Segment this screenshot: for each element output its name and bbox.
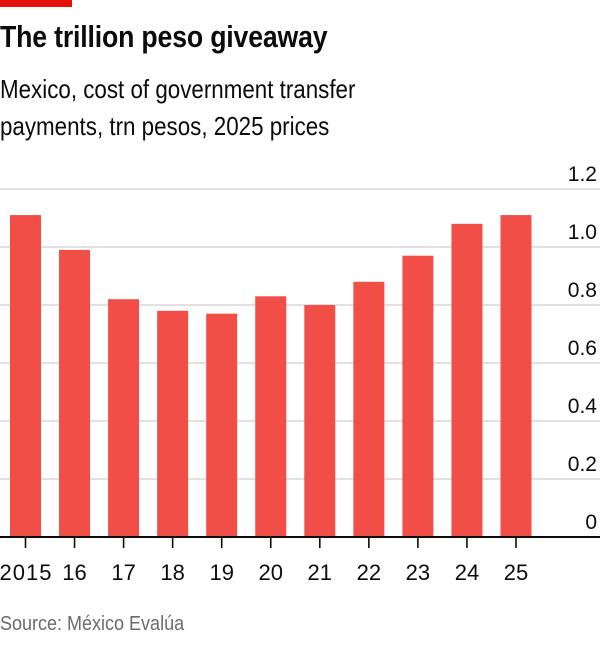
bar-22: [353, 281, 385, 537]
y-tick-label: 0.8: [568, 279, 597, 302]
y-tick-label: 0: [585, 511, 597, 534]
chart-title: The trillion peso giveaway: [0, 19, 328, 54]
x-tick-label: 23: [406, 560, 430, 585]
x-tick-label: 19: [209, 560, 233, 585]
x-tick-label: 18: [160, 560, 184, 585]
gridlines: [0, 188, 600, 480]
bar-19: [206, 313, 238, 537]
x-tick-label: 20: [259, 560, 283, 585]
bar-25: [500, 215, 532, 537]
bar-23: [402, 255, 434, 537]
subtitle-line-2: payments, trn pesos, 2025 prices: [0, 111, 330, 141]
y-tick-label: 0.6: [568, 337, 597, 360]
source-note: Source: México Evalúa: [0, 613, 185, 635]
x-axis: 2015 16 17 18 19 20 21 22 23 24 25: [0, 536, 600, 585]
x-tick-label: 24: [455, 560, 479, 585]
subtitle-line-1: Mexico, cost of government transfer: [0, 74, 356, 104]
x-tick-label: 2015: [0, 560, 52, 585]
bar-24: [451, 223, 483, 538]
y-tick-label: 1.2: [568, 163, 597, 186]
bars: [10, 215, 532, 538]
y-tick-label: 0.4: [568, 395, 598, 418]
x-tick-label: 16: [62, 560, 86, 585]
y-tick-label: 0.2: [568, 453, 597, 476]
x-tick-label: 25: [504, 560, 528, 585]
red-tag-bar: [0, 0, 72, 7]
bar-16: [59, 249, 91, 537]
bar-18: [157, 310, 189, 537]
bar-17: [108, 299, 140, 537]
x-tick-label: 22: [357, 560, 381, 585]
x-tick-label: 21: [308, 560, 332, 585]
y-axis-labels: 0 0.2 0.4 0.6 0.8 1.0 1.2: [568, 163, 598, 534]
bar-21: [304, 305, 336, 537]
bar-20: [255, 296, 287, 537]
chart-subtitle: Mexico, cost of government transfer paym…: [0, 71, 355, 145]
x-tick-label: 17: [111, 560, 135, 585]
y-tick-label: 1.0: [568, 221, 597, 244]
bar-2015: [10, 215, 41, 537]
bar-chart: 0 0.2 0.4 0.6 0.8 1.0 1.2 2015 16 17 18 19 20 21 22 23…: [0, 163, 600, 585]
